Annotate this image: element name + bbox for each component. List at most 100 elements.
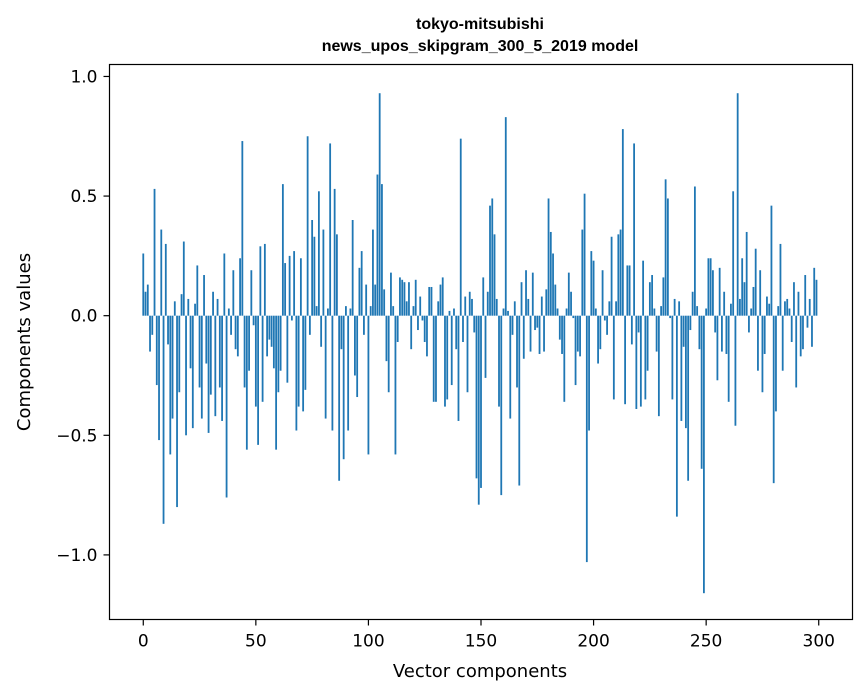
bar [601, 270, 604, 316]
y-axis-ticks: −1.0 −0.5 0.0 0.5 1.0 [56, 67, 110, 566]
bar [324, 315, 327, 419]
bar [687, 315, 690, 481]
bar [561, 315, 563, 354]
bar [345, 306, 347, 316]
bar [619, 229, 622, 316]
bar [419, 296, 422, 316]
bar [689, 315, 692, 331]
bar [196, 265, 199, 316]
bar [162, 315, 165, 524]
bar [662, 277, 665, 316]
bar [615, 301, 617, 316]
bar [455, 315, 458, 350]
bar [678, 301, 681, 316]
bar [338, 315, 341, 481]
bar [624, 315, 626, 405]
bar [779, 243, 782, 316]
bar [700, 315, 703, 469]
bar [394, 315, 397, 455]
bar [383, 289, 386, 316]
bar [189, 315, 192, 369]
bar [520, 282, 523, 316]
bar [732, 191, 735, 316]
bar [581, 229, 584, 316]
bar [603, 315, 606, 321]
bar [227, 308, 230, 316]
bar [448, 310, 451, 316]
bar [567, 272, 570, 316]
bar [797, 291, 800, 316]
bar [754, 248, 757, 316]
bar [387, 315, 390, 393]
bar [770, 205, 773, 316]
bar [426, 315, 428, 357]
bar [666, 198, 669, 316]
bar [299, 258, 302, 316]
bar [173, 301, 176, 316]
bar [489, 205, 491, 316]
bar [471, 298, 473, 316]
bar [212, 291, 214, 316]
bar [718, 267, 721, 316]
bar [682, 315, 685, 347]
bar [313, 236, 316, 316]
bar [513, 301, 516, 316]
bar [349, 308, 352, 316]
bar [716, 315, 719, 381]
bar [516, 315, 518, 388]
bar [167, 315, 169, 345]
bar [549, 231, 552, 316]
bar [518, 315, 521, 486]
bar [288, 255, 291, 316]
bars-group [142, 93, 818, 594]
bar [813, 267, 816, 316]
bar [234, 315, 237, 350]
bar [266, 315, 269, 357]
bar [775, 315, 777, 412]
bar [680, 315, 683, 421]
bar [408, 282, 410, 316]
bar [815, 279, 818, 316]
bar [257, 315, 259, 445]
bar [185, 315, 187, 436]
bar [207, 315, 210, 433]
bar [495, 298, 498, 316]
bar [806, 315, 809, 328]
bar [236, 315, 239, 357]
bar [250, 270, 253, 316]
bar [473, 315, 476, 333]
bar [340, 315, 343, 350]
bar [245, 315, 248, 450]
bar [502, 308, 505, 316]
bar [232, 270, 235, 316]
bar [538, 315, 541, 354]
bar [297, 315, 300, 407]
bar [653, 308, 656, 316]
bar [583, 193, 586, 316]
bar [401, 279, 404, 316]
bar [216, 298, 219, 316]
x-tick-label: 300 [803, 632, 835, 652]
bar [772, 315, 775, 484]
bar [579, 315, 581, 357]
bar [315, 306, 318, 316]
x-tick-label: 0 [138, 632, 149, 652]
bar [374, 284, 377, 316]
bar [734, 315, 737, 426]
bar [367, 315, 370, 455]
plot-frame [108, 63, 854, 621]
bar [169, 315, 172, 455]
bar [486, 291, 489, 316]
bar [511, 315, 514, 335]
bar [182, 241, 185, 316]
bar [633, 143, 635, 316]
x-axis-label: Vector components [393, 661, 567, 682]
bar [705, 308, 708, 316]
bar [793, 282, 795, 316]
bar [327, 308, 329, 316]
bar [727, 315, 730, 402]
bar [563, 315, 566, 402]
bar [187, 298, 190, 316]
bar [500, 315, 503, 496]
chart-title: tokyo-mitsubishi [416, 16, 544, 33]
